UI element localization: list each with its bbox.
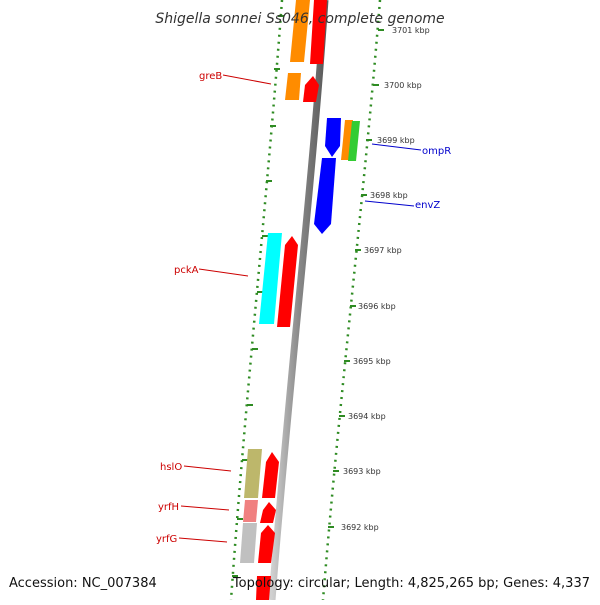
genome-backbone [268, 0, 329, 601]
connector-line [178, 537, 228, 543]
scale-label: 3692 kbp [341, 523, 379, 532]
scale-label: 3695 kbp [353, 357, 391, 366]
scale-label: 3700 kbp [384, 81, 422, 90]
scale-label: 3694 kbp [348, 412, 386, 421]
connector-line [198, 268, 249, 277]
gene-label-ompr[interactable]: ompR [422, 146, 451, 157]
gene-feature-orange[interactable] [290, 0, 310, 62]
gene-label-pcka[interactable]: pckA [174, 265, 199, 276]
reverse-features [314, 118, 360, 234]
scale-label: 3699 kbp [377, 136, 415, 145]
gene-feature-reverse[interactable] [314, 158, 336, 234]
gene-feature-pink[interactable] [243, 500, 258, 522]
gene-label-greb[interactable]: greB [199, 71, 222, 82]
gene-feature-orange[interactable] [285, 73, 301, 100]
gene-feature-khaki[interactable] [244, 449, 262, 498]
right-ticks [328, 29, 384, 528]
label-connectors [178, 74, 422, 543]
gene-feature-forward[interactable] [310, 0, 327, 64]
left-ticks [232, 15, 284, 577]
connector-line [222, 74, 272, 85]
forward-features [256, 0, 327, 600]
gene-feature-forward[interactable] [277, 236, 298, 327]
topology-text: Topology: circular; Length: 4,825,265 bp… [232, 576, 590, 591]
connector-line [183, 465, 232, 472]
scale-label: 3698 kbp [370, 191, 408, 200]
gene-label-envz[interactable]: envZ [415, 200, 440, 211]
gene-feature-silver[interactable] [240, 523, 257, 563]
gene-label-yrfh[interactable]: yrfH [158, 502, 179, 513]
scale-ruler-right [321, 0, 382, 601]
gene-feature-forward[interactable] [303, 76, 319, 102]
scale-label: 3696 kbp [358, 302, 396, 311]
gene-feature-forward[interactable] [256, 576, 271, 600]
accession-text: Accession: NC_007384 [9, 576, 157, 591]
scale-label: 3693 kbp [343, 467, 381, 476]
scale-label: 3701 kbp [392, 26, 430, 35]
connector-line [371, 143, 422, 151]
companion-features [240, 0, 310, 563]
gene-feature-cyan[interactable] [259, 233, 282, 324]
gene-feature-forward[interactable] [258, 525, 275, 563]
gene-feature-reverse[interactable] [325, 118, 341, 157]
gene-feature-forward[interactable] [260, 502, 276, 523]
gene-label-yrfg[interactable]: yrfG [156, 534, 177, 545]
gene-labels: greB ompR envZ pckA hslO yrfH yrfG [156, 71, 451, 545]
connector-line [364, 200, 415, 207]
gene-feature-forward[interactable] [262, 452, 279, 498]
connector-line [180, 505, 230, 511]
scale-labels: 3701 kbp 3700 kbp 3699 kbp 3698 kbp 3697… [341, 26, 430, 532]
gene-feature-green[interactable] [348, 121, 360, 161]
gene-label-hslo[interactable]: hslO [160, 462, 182, 473]
map-title: Shigella sonnei Ss046, complete genome [155, 11, 444, 27]
scale-label: 3697 kbp [364, 246, 402, 255]
